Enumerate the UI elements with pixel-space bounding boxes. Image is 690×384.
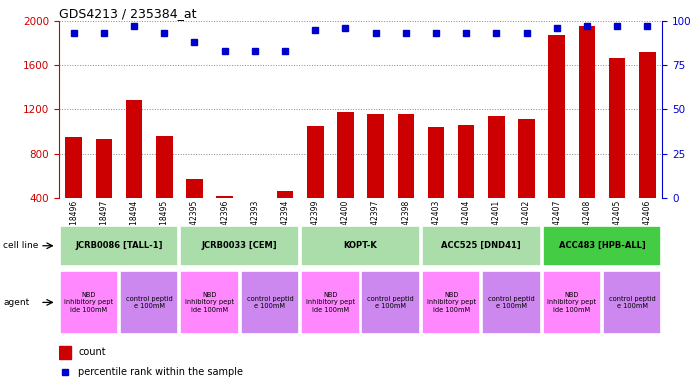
Bar (428, 127, 444, 198)
Text: GSM542396: GSM542396 (220, 200, 229, 246)
Bar (579, 25, 595, 198)
Text: GSM542406: GSM542406 (643, 200, 652, 246)
Text: JCRB0086 [TALL-1]: JCRB0086 [TALL-1] (75, 241, 163, 250)
Bar (126, 99, 142, 198)
Text: count: count (78, 347, 106, 358)
Text: NBD
inhibitory pept
ide 100mM: NBD inhibitory pept ide 100mM (426, 292, 475, 313)
Text: NBD
inhibitory pept
ide 100mM: NBD inhibitory pept ide 100mM (185, 292, 234, 313)
Bar (542, 271, 601, 334)
Bar (180, 271, 239, 334)
Text: ACC483 [HPB-ALL]: ACC483 [HPB-ALL] (559, 241, 645, 250)
Text: GSM542397: GSM542397 (371, 200, 380, 246)
Text: NBD
inhibitory pept
ide 100mM: NBD inhibitory pept ide 100mM (64, 292, 113, 313)
Text: GDS4213 / 235384_at: GDS4213 / 235384_at (59, 7, 196, 20)
Bar (397, 114, 414, 198)
Text: cell line: cell line (3, 241, 39, 250)
Bar (59, 271, 118, 334)
Bar (518, 119, 535, 198)
Text: GSM518495: GSM518495 (160, 200, 169, 246)
Bar (120, 271, 179, 334)
Bar (609, 58, 625, 198)
Bar (549, 35, 565, 198)
Bar (362, 271, 420, 334)
Text: GSM542408: GSM542408 (582, 200, 591, 246)
Text: GSM518497: GSM518497 (99, 200, 108, 246)
Text: JCRB0033 [CEM]: JCRB0033 [CEM] (202, 241, 277, 250)
Bar (603, 271, 662, 334)
Bar (422, 226, 541, 266)
Text: percentile rank within the sample: percentile rank within the sample (78, 366, 244, 377)
Bar (156, 136, 172, 198)
Text: control peptid
e 100mM: control peptid e 100mM (609, 296, 656, 309)
Bar (367, 114, 384, 198)
Text: GSM542398: GSM542398 (402, 200, 411, 246)
Text: GSM542400: GSM542400 (341, 200, 350, 246)
Bar (301, 226, 420, 266)
Text: GSM542407: GSM542407 (552, 200, 561, 246)
Text: GSM542405: GSM542405 (613, 200, 622, 246)
Text: KOPT-K: KOPT-K (344, 241, 377, 250)
Text: GSM542395: GSM542395 (190, 200, 199, 246)
Text: control peptid
e 100mM: control peptid e 100mM (367, 296, 414, 309)
Text: NBD
inhibitory pept
ide 100mM: NBD inhibitory pept ide 100mM (547, 292, 596, 313)
Bar (542, 226, 662, 266)
Text: control peptid
e 100mM: control peptid e 100mM (246, 296, 293, 309)
Bar (66, 137, 82, 198)
Text: agent: agent (3, 298, 30, 307)
Bar (422, 271, 480, 334)
Bar (639, 52, 656, 198)
Text: GSM542402: GSM542402 (522, 200, 531, 246)
Text: control peptid
e 100mM: control peptid e 100mM (126, 296, 172, 309)
Text: GSM542404: GSM542404 (462, 200, 471, 246)
Bar (186, 179, 203, 198)
Bar (277, 190, 293, 198)
Bar (59, 226, 179, 266)
Bar (307, 126, 324, 198)
Bar (301, 271, 359, 334)
Bar (96, 139, 112, 198)
Text: GSM518496: GSM518496 (69, 200, 78, 246)
Bar (458, 125, 475, 198)
Text: GSM542401: GSM542401 (492, 200, 501, 246)
Text: NBD
inhibitory pept
ide 100mM: NBD inhibitory pept ide 100mM (306, 292, 355, 313)
Text: GSM518494: GSM518494 (130, 200, 139, 246)
Bar (246, 198, 263, 199)
Text: GSM542394: GSM542394 (281, 200, 290, 246)
Bar (337, 112, 354, 198)
Bar (482, 271, 541, 334)
Text: GSM542393: GSM542393 (250, 200, 259, 246)
Bar (241, 271, 299, 334)
Bar (217, 195, 233, 198)
Bar (488, 116, 504, 198)
Bar (59, 346, 71, 359)
Text: control peptid
e 100mM: control peptid e 100mM (488, 296, 535, 309)
Bar (180, 226, 299, 266)
Text: ACC525 [DND41]: ACC525 [DND41] (442, 241, 521, 250)
Text: GSM542403: GSM542403 (431, 200, 440, 246)
Text: GSM542399: GSM542399 (310, 200, 319, 246)
